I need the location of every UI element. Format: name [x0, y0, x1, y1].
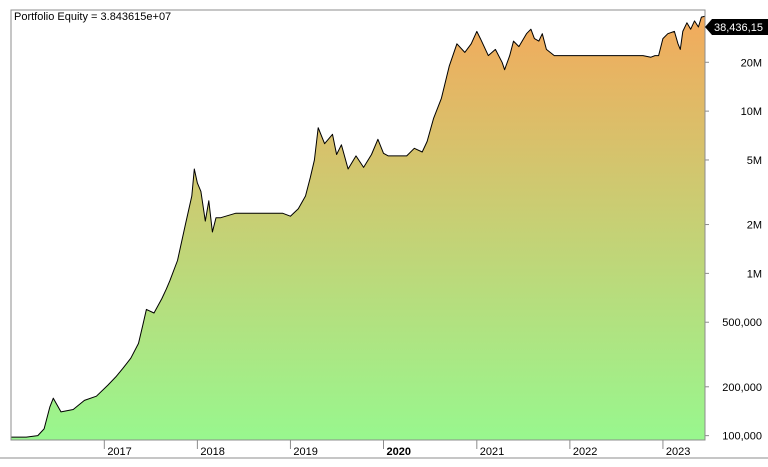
- x-tick-label: 2020: [386, 446, 410, 458]
- last-value-tag-shape: [705, 19, 768, 35]
- y-tick-label: 5M: [747, 155, 762, 167]
- y-tick-label: 2M: [747, 220, 762, 232]
- chart-title: Portfolio Equity = 3.843615e+07: [14, 11, 171, 23]
- y-tick-label: 10M: [741, 106, 762, 118]
- y-tick-label: 500,000: [722, 317, 762, 329]
- x-tick-label: 2022: [573, 446, 597, 458]
- equity-line: [11, 15, 705, 438]
- x-axis: 2017 2018 2019 2020 2021 2022 2023: [103, 440, 690, 458]
- y-tick-label: 20M: [741, 57, 762, 69]
- x-tick-label: 2018: [200, 446, 224, 458]
- x-tick-label: 2021: [480, 446, 504, 458]
- y-tick-label: 1M: [747, 268, 762, 280]
- equity-area: [11, 16, 705, 440]
- y-tick-label: 200,000: [722, 382, 762, 394]
- x-tick-label: 2023: [666, 446, 690, 458]
- last-value-tag: 38,436,15: [705, 19, 768, 35]
- x-tick-label: 2019: [293, 446, 317, 458]
- equity-area-layer: [11, 15, 705, 440]
- y-tick-label: 100,000: [722, 431, 762, 443]
- y-axis: 100,000 200,000 500,000 1M 2M 5M 10M 20M: [705, 57, 762, 443]
- last-value-label: 38,436,15: [714, 22, 763, 34]
- x-tick-label: 2017: [107, 446, 131, 458]
